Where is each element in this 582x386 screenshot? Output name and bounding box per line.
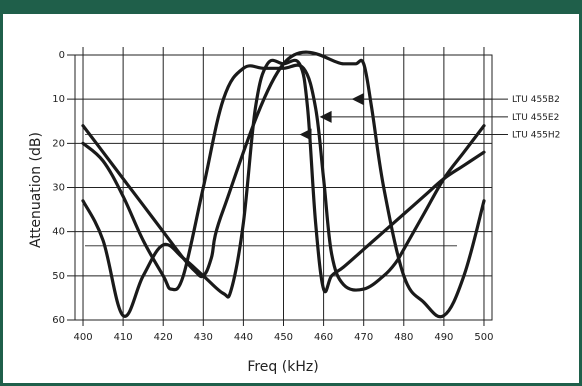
y-tick-label: 50 [52, 271, 65, 282]
x-axis-label: Freq (kHz) [247, 359, 318, 375]
y-tick-label: 60 [52, 315, 65, 326]
legend: LTU 455B2 LTU 455E2 LTU 455H2 [299, 93, 560, 141]
x-tick-label: 500 [474, 332, 493, 343]
curves [81, 50, 486, 319]
y-tick-label: 0 [59, 50, 65, 61]
legend-label: LTU 455E2 [512, 113, 559, 123]
y-tick-label: 10 [52, 94, 65, 105]
legend-arrow [299, 128, 312, 141]
header-bar [0, 0, 582, 14]
frame-border-right [579, 14, 582, 386]
x-tick-label: 420 [154, 332, 173, 343]
x-tick-label: 460 [314, 332, 333, 343]
legend-label: LTU 455H2 [512, 131, 560, 141]
y-axis-label: Attenuation (dB) [28, 132, 44, 248]
y-tick-label: 30 [52, 183, 65, 194]
frame-border-left [0, 14, 3, 386]
legend-arrow [319, 110, 332, 123]
tick-labels: 400 410 420 430 440 450 460 470 480 490 500 0 10 20 30… [52, 50, 493, 343]
x-tick-label: 410 [114, 332, 133, 343]
x-tick-label: 470 [354, 332, 373, 343]
x-tick-label: 490 [434, 332, 453, 343]
series-line-3 [81, 58, 486, 318]
legend-label: LTU 455B2 [512, 95, 560, 105]
y-tick-label: 20 [52, 138, 65, 149]
x-tick-label: 430 [194, 332, 213, 343]
x-tick-label: 480 [394, 332, 413, 343]
frame-border-bottom [0, 383, 582, 386]
legend-arrow [351, 93, 364, 106]
series-line-2 [81, 63, 486, 292]
y-tick-label: 40 [52, 227, 65, 238]
x-tick-label: 400 [73, 332, 92, 343]
x-tick-label: 440 [234, 332, 253, 343]
x-tick-label: 450 [274, 332, 293, 343]
